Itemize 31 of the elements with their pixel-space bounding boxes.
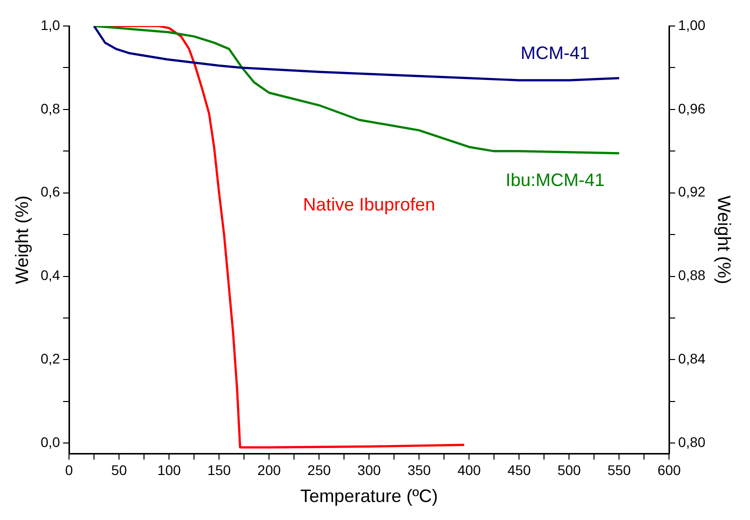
x-tick-label: 450 [507,462,532,478]
y-tick-label: 0,8 [40,100,60,116]
y-tick-label: 0,4 [40,267,60,284]
y2-tick-label: 0,92 [678,184,706,200]
y2-tick-label: 0,84 [678,350,706,367]
x-tick-label: 550 [607,462,632,478]
y2-tick-label: 1,00 [678,16,706,33]
x-tick-label: 600 [657,462,682,478]
x-axis-title: Temperature (ºC) [300,486,438,506]
y2-tick-label: 0,80 [678,434,706,450]
x-tick-label: 200 [257,462,281,478]
y-tick-label: 0,0 [40,434,60,450]
x-tick-label: 100 [157,462,181,478]
y-tick-label: 0,2 [40,350,60,367]
y2-tick-label: 0,88 [678,267,706,284]
x-tick-label: 0 [65,462,74,478]
text: Native Ibuprofen [303,194,436,215]
y-axis-title: Weight (%) [12,195,32,284]
x-tick-label: 400 [457,462,482,478]
y2-axis-title: Weight (%) [714,195,734,284]
series-label: MCM-41 [520,43,590,64]
y2-tick-label: 0,96 [678,100,706,116]
series-label: Ibu:MCM-41 [506,170,605,190]
y-tick-label: 0,6 [40,184,60,200]
x-tick-label: 250 [307,462,331,478]
y-tick-label: 1,0 [40,16,60,33]
x-tick-label: 350 [407,462,432,478]
x-tick-label: 50 [111,462,128,478]
x-tick-label: 150 [207,462,231,478]
x-tick-label: 500 [557,462,582,478]
x-tick-label: 300 [357,462,381,478]
